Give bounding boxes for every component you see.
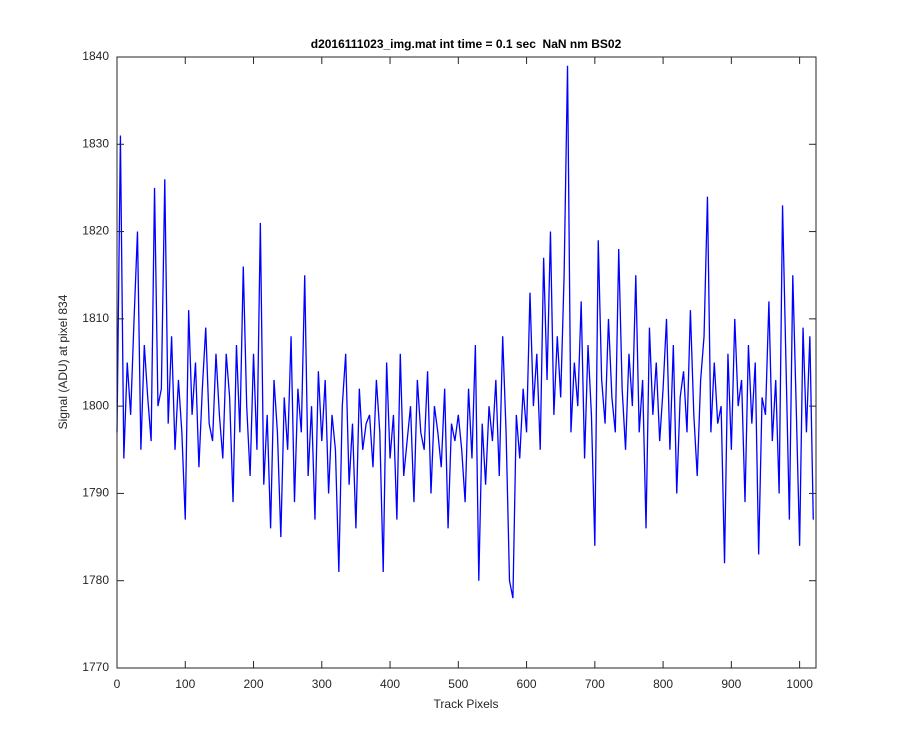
y-axis-label: Signal (ADU) at pixel 834 (56, 294, 70, 429)
x-tick-label: 400 (380, 677, 400, 691)
y-tick-label: 1810 (82, 311, 109, 325)
y-tick-label: 1790 (82, 486, 109, 500)
x-tick-label: 300 (312, 677, 332, 691)
x-axis-label: Track Pixels (434, 697, 499, 711)
x-tick-label: 600 (517, 677, 537, 691)
y-tick-label: 1770 (82, 660, 109, 674)
y-tick-label: 1830 (82, 136, 109, 150)
y-tick-label: 1840 (82, 49, 109, 63)
y-tick-label: 1820 (82, 224, 109, 238)
y-tick-label: 1800 (82, 398, 109, 412)
x-tick-label: 900 (721, 677, 741, 691)
x-tick-label: 0 (114, 677, 121, 691)
y-tick-label: 1780 (82, 573, 109, 587)
x-tick-label: 800 (653, 677, 673, 691)
x-tick-label: 1000 (786, 677, 813, 691)
chart-title: d2016111023_img.mat int time = 0.1 sec N… (311, 37, 622, 51)
x-tick-label: 700 (585, 677, 605, 691)
x-tick-label: 500 (448, 677, 468, 691)
x-tick-label: 100 (175, 677, 195, 691)
plot-frame (116, 56, 817, 669)
x-tick-label: 200 (244, 677, 264, 691)
data-line (116, 65, 814, 599)
